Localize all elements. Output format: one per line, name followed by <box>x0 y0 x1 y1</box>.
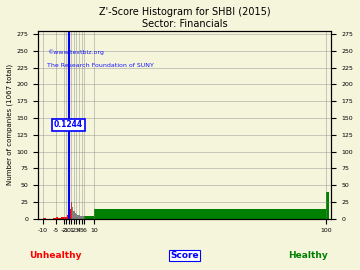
Text: 0.1244: 0.1244 <box>54 120 83 129</box>
Bar <box>71 202 72 219</box>
Text: ©www.textbiz.org: ©www.textbiz.org <box>47 49 104 55</box>
Bar <box>56 217 58 219</box>
Bar <box>67 215 69 219</box>
Text: Unhealthy: Unhealthy <box>29 251 82 260</box>
Text: The Research Foundation of SUNY: The Research Foundation of SUNY <box>47 63 153 68</box>
Bar <box>65 217 66 219</box>
Bar <box>84 216 94 219</box>
Bar <box>43 218 46 219</box>
Bar <box>76 214 77 219</box>
Bar <box>80 216 82 219</box>
Bar <box>74 211 75 219</box>
Bar <box>58 218 61 219</box>
Bar <box>61 217 64 219</box>
Bar <box>82 216 84 219</box>
Bar <box>73 211 74 219</box>
Bar <box>66 217 67 219</box>
Bar <box>78 215 79 219</box>
Bar <box>77 215 78 219</box>
Title: Z'-Score Histogram for SHBI (2015)
Sector: Financials: Z'-Score Histogram for SHBI (2015) Secto… <box>99 7 270 29</box>
Bar <box>75 213 76 219</box>
Y-axis label: Number of companies (1067 total): Number of companies (1067 total) <box>7 64 13 185</box>
Text: Healthy: Healthy <box>288 251 328 260</box>
Bar <box>64 217 65 219</box>
Bar <box>326 192 329 219</box>
Bar <box>72 207 73 219</box>
Text: Score: Score <box>170 251 199 260</box>
Bar <box>79 215 80 219</box>
Bar <box>94 209 326 219</box>
Bar <box>53 218 56 219</box>
